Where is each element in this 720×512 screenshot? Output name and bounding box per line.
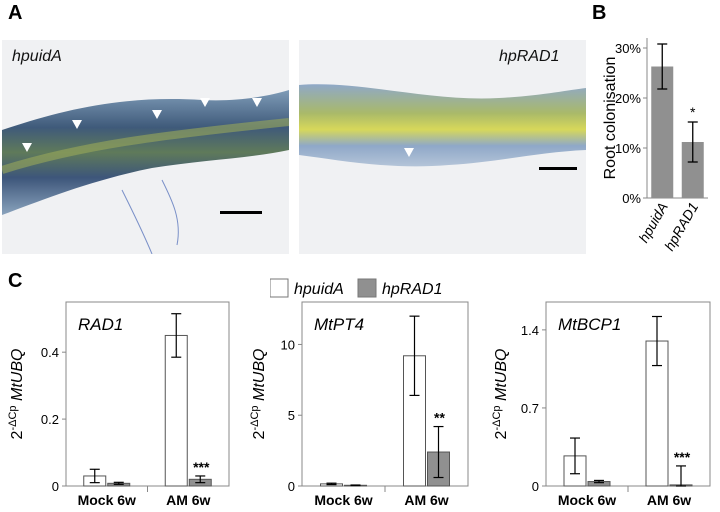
arbuscule-arrow (252, 98, 262, 107)
bar (681, 142, 704, 198)
y-tick-label: 1.4 (521, 323, 539, 338)
y-tick-label: 0% (622, 191, 641, 206)
legend-swatch-hprad1 (357, 278, 377, 298)
y-tick-label: 0.4 (41, 345, 59, 360)
legend: hpuidA hpRAD1 (269, 276, 470, 300)
bar (164, 334, 188, 487)
arbuscule-arrow (22, 143, 32, 152)
y-tick-label: 0 (52, 479, 59, 494)
legend-label-hprad1: hpRAD1 (382, 281, 442, 298)
legend-label-hpuida: hpuidA (294, 281, 344, 298)
y-tick-label: 0.7 (521, 401, 539, 416)
panel-letter-a: A (8, 2, 23, 24)
y-tick-label: 0 (288, 479, 295, 494)
micrograph-hpuida: hpuidA (2, 40, 289, 254)
significance-label: *** (674, 449, 691, 465)
y-tick-label: 30% (615, 41, 641, 56)
scale-bar (220, 211, 262, 214)
chart-title: RAD1 (78, 315, 123, 334)
chart-mtbcp1: MtBCP1 0 0.7 1.4 Mock 6w *** AM 6w 2-ΔCp MtUBQ (491, 301, 711, 508)
x-tick-label: Mock 6w (558, 492, 616, 508)
micrograph-label: hpRAD1 (499, 48, 560, 65)
scale-bar (539, 167, 577, 170)
panel-letter-c: C (8, 270, 23, 292)
bar (651, 66, 674, 198)
x-tick-label: Mock 6w (314, 492, 372, 508)
micrograph-hpuida-image (2, 90, 289, 254)
y-tick-label: 5 (288, 408, 295, 423)
legend-swatch-hpuida (269, 278, 289, 298)
chart-title: MtBCP1 (558, 315, 621, 334)
y-axis-label: 2-ΔCp MtUBQ (7, 349, 26, 440)
x-tick-label: AM 6w (404, 492, 448, 508)
chart-rad1: RAD1 0 0.2 0.4 Mock 6w *** AM 6w 2-ΔCp MtUBQ (7, 301, 230, 508)
panel-letter-b: B (592, 2, 607, 24)
arbuscule-arrow (72, 120, 82, 129)
y-axis-label: 2-ΔCp MtUBQ (491, 349, 510, 440)
micrograph-label: hpuidA (12, 48, 62, 65)
x-tick-label: AM 6w (166, 492, 210, 508)
x-tick-label: Mock 6w (78, 492, 136, 508)
micrograph-hprad1-image (299, 84, 586, 167)
arbuscule-arrow (152, 110, 162, 119)
chart-title: MtPT4 (314, 315, 364, 334)
y-tick-label: 10% (615, 141, 641, 156)
chart-mtpt4: MtPT4 0 5 10 Mock 6w ** AM 6w 2-ΔCp MtUBQ (249, 301, 469, 508)
arbuscule-arrow (404, 148, 414, 157)
significance-label: *** (193, 459, 210, 475)
micrograph-hprad1: hpRAD1 (299, 40, 586, 254)
y-tick-label: 0 (532, 479, 539, 494)
y-tick-label: 20% (615, 91, 641, 106)
y-axis-label: Root colonisation (602, 57, 619, 180)
x-tick-label: AM 6w (647, 492, 691, 508)
significance-label: ** (434, 410, 445, 426)
significance-label: * (690, 104, 696, 120)
y-axis-label: 2-ΔCp MtUBQ (249, 349, 268, 440)
arbuscule-arrow (200, 98, 210, 107)
y-tick-label: 0.2 (41, 412, 59, 427)
y-tick-label: 10 (281, 337, 295, 352)
